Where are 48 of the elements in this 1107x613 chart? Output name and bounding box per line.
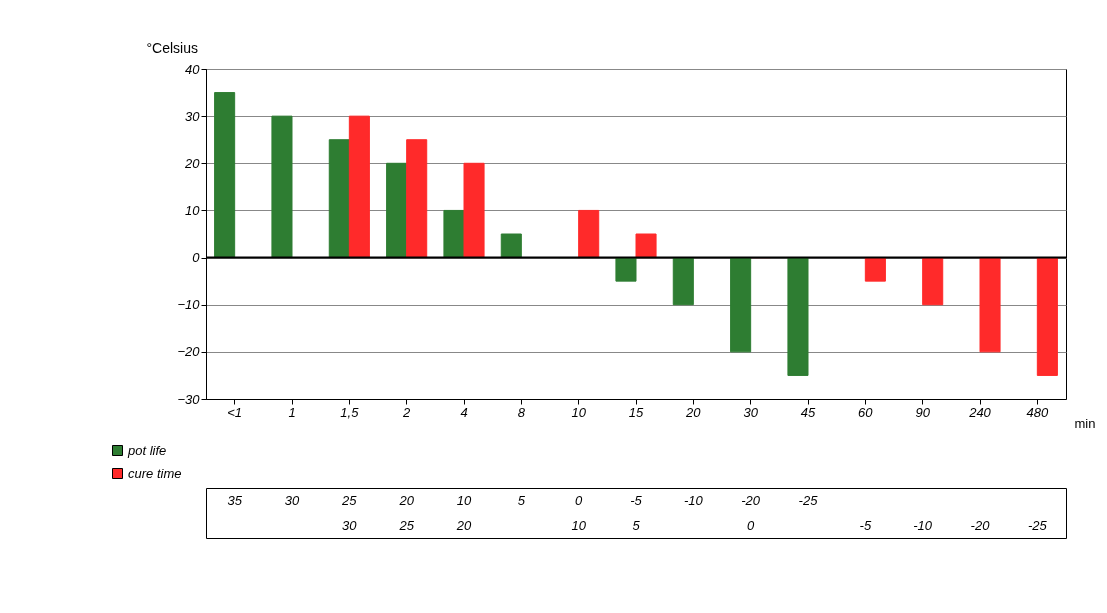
- data-label: -5: [630, 492, 643, 508]
- x-tick-label: 30: [743, 404, 759, 420]
- data-label: 25: [341, 492, 358, 508]
- x-tick-label: 10: [571, 404, 587, 420]
- x-tick-label: 60: [858, 404, 874, 420]
- data-label: -25: [798, 492, 819, 508]
- x-tick-label: 1: [288, 404, 296, 420]
- y-tick-label: 0: [192, 250, 201, 266]
- data-label: 10: [571, 517, 587, 533]
- data-label: 5: [517, 492, 526, 508]
- data-label: 35: [227, 492, 243, 508]
- data-label: 0: [575, 492, 584, 508]
- y-tick-label: −20: [177, 344, 201, 360]
- x-tick-label: 1,5: [340, 404, 360, 420]
- legend-label: cure time: [128, 465, 182, 481]
- x-tick-label: 45: [800, 404, 816, 420]
- data-label: -10: [683, 492, 704, 508]
- data-label: 0: [747, 517, 756, 533]
- data-label: -20: [970, 517, 991, 533]
- y-tick-label: −30: [177, 391, 201, 407]
- data-label: -5: [859, 517, 872, 533]
- data-label: 5: [632, 517, 641, 533]
- x-tick-label: 90: [915, 404, 931, 420]
- y-tick-label: 10: [185, 202, 201, 218]
- x-tick-label: 240: [968, 404, 992, 420]
- data-label: 30: [284, 492, 300, 508]
- x-tick-label: 15: [628, 404, 644, 420]
- y-axis-title: °Celsius: [146, 39, 199, 56]
- data-label: -20: [741, 492, 761, 508]
- data-label: 25: [398, 517, 415, 533]
- x-tick-label: 4: [460, 404, 468, 420]
- data-label: 30: [342, 517, 358, 533]
- x-axis-title: min: [1074, 415, 1096, 431]
- data-label: 20: [455, 517, 472, 533]
- data-label: 10: [456, 492, 472, 508]
- data-label: 20: [398, 492, 415, 508]
- x-tick-label: 480: [1026, 404, 1049, 420]
- x-tick-label: 20: [685, 404, 702, 420]
- x-tick-label: 8: [517, 404, 526, 420]
- data-label: -10: [913, 517, 933, 533]
- y-tick-label: 30: [185, 108, 201, 124]
- x-tick-label: 2: [402, 404, 412, 420]
- x-tick-label: <1: [227, 404, 243, 420]
- y-tick-label: 40: [185, 61, 201, 77]
- y-tick-label: 20: [184, 155, 201, 171]
- data-label: -25: [1027, 517, 1048, 533]
- y-tick-label: −10: [177, 297, 201, 313]
- legend-label: pot life: [127, 442, 167, 458]
